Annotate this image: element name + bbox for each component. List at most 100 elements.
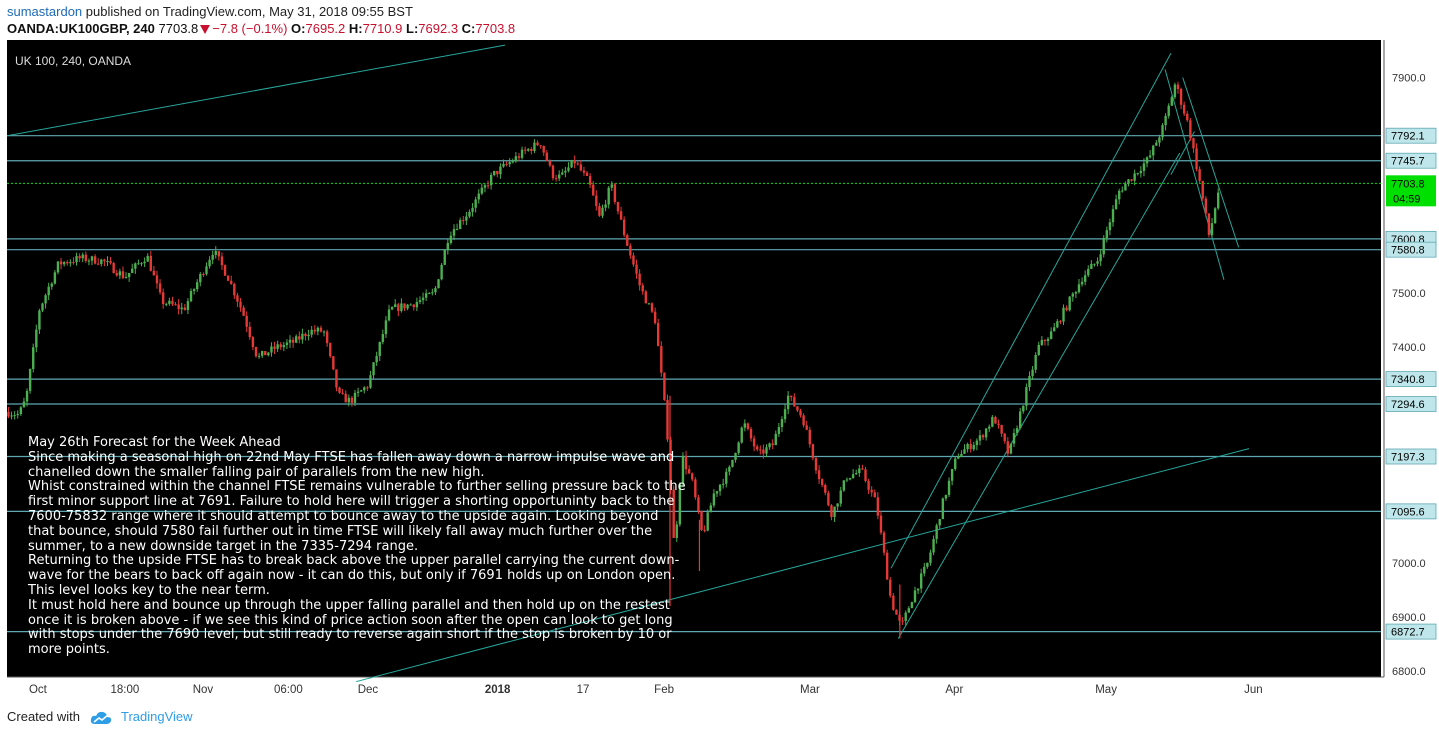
candle-body xyxy=(137,263,140,265)
candle-body xyxy=(539,145,542,147)
candle-body xyxy=(796,406,799,411)
candle-body xyxy=(406,304,409,309)
candle-body xyxy=(421,297,425,301)
candle-body xyxy=(1099,254,1102,262)
candle-body xyxy=(288,339,292,343)
candle-body xyxy=(598,205,601,216)
author-link[interactable]: sumastardon xyxy=(7,4,83,19)
candle-body xyxy=(319,327,323,332)
candle-body xyxy=(1018,411,1022,429)
candle-body xyxy=(260,351,264,356)
annotation-line: It must hold here and bounce up through … xyxy=(28,597,677,658)
level-label: 6872.7 xyxy=(1391,627,1425,639)
candle-body xyxy=(72,262,75,264)
candle-body xyxy=(134,263,137,269)
candle-body xyxy=(641,285,644,292)
x-tick-label: Feb xyxy=(654,684,674,696)
candle-body xyxy=(963,449,966,454)
candle-body xyxy=(885,552,889,580)
candle-body xyxy=(418,300,422,303)
candle-body xyxy=(768,443,771,448)
candle-body xyxy=(468,211,471,217)
candle-body xyxy=(944,494,948,499)
trend-line xyxy=(356,448,1250,683)
candle-body xyxy=(1065,307,1068,311)
candle-body xyxy=(1037,344,1040,355)
candle-body xyxy=(647,303,651,305)
candle-body xyxy=(610,184,613,188)
candle-body xyxy=(1127,179,1130,184)
candle-body xyxy=(514,156,518,162)
candle-body xyxy=(230,280,233,284)
candle-body xyxy=(53,272,57,284)
candle-body xyxy=(10,415,13,417)
candle-body xyxy=(1155,142,1158,146)
candle-body xyxy=(824,484,827,493)
candle-body xyxy=(622,219,626,236)
x-tick-label: Jun xyxy=(1244,684,1263,696)
candle-body xyxy=(242,307,245,316)
candle-body xyxy=(1195,148,1198,170)
candle-body xyxy=(458,220,462,230)
candle-body xyxy=(861,468,864,470)
candle-body xyxy=(752,438,756,447)
candle-body xyxy=(106,261,109,263)
candle-body xyxy=(50,283,53,287)
last-price: 7703.8 xyxy=(158,21,199,36)
candle-body xyxy=(561,172,564,175)
candle-body xyxy=(907,608,911,613)
candle-body xyxy=(282,345,286,348)
candle-body xyxy=(1077,284,1081,293)
candle-body xyxy=(41,303,44,311)
candle-body xyxy=(947,480,951,495)
x-tick-label: 06:00 xyxy=(274,684,303,696)
candle-body xyxy=(728,466,731,472)
candle-body xyxy=(935,525,938,539)
candle-body xyxy=(991,416,994,427)
candle-body xyxy=(867,480,870,490)
price-chart[interactable]: UK 100, 240, OANDA 7900.0 7500.0 7400.0 7000… xyxy=(0,40,1439,699)
candle-body xyxy=(870,489,873,493)
candle-body xyxy=(595,195,598,206)
level-label-box xyxy=(1385,623,1437,640)
low-label: L: xyxy=(406,21,419,36)
down-triangle-icon xyxy=(200,25,211,34)
candle-body xyxy=(301,333,304,340)
candle-body xyxy=(93,256,97,264)
candle-body xyxy=(121,271,125,278)
candle-body xyxy=(811,444,815,459)
candle-body xyxy=(923,566,926,574)
candle-body xyxy=(697,497,700,511)
candle-body xyxy=(1108,222,1112,231)
candle-body xyxy=(332,356,335,370)
candle-body xyxy=(536,142,539,146)
candle-body xyxy=(740,427,743,443)
candle-body xyxy=(954,458,957,470)
candle-body xyxy=(1031,369,1034,376)
candle-body xyxy=(926,562,929,567)
candle-body xyxy=(1090,263,1093,269)
candle-body xyxy=(910,602,914,609)
candle-body xyxy=(1062,307,1065,322)
annotation-line: May 26th Forecast for the Week Ahead xyxy=(28,435,281,450)
candle-body xyxy=(657,322,660,347)
candle-body xyxy=(601,207,604,216)
candle-body xyxy=(1201,180,1204,199)
candle-body xyxy=(777,427,781,434)
tradingview-link[interactable]: TradingView xyxy=(121,709,193,724)
candle-body xyxy=(359,390,363,392)
candle-body xyxy=(87,260,91,262)
candle-body xyxy=(1130,179,1133,181)
candle-body xyxy=(100,259,103,264)
candle-body xyxy=(149,255,152,271)
candle-body xyxy=(858,468,861,474)
candle-body xyxy=(901,620,904,622)
candle-body xyxy=(554,178,558,180)
candle-body xyxy=(431,292,434,294)
candle-body xyxy=(592,184,595,196)
candle-body xyxy=(650,303,654,312)
candle-body xyxy=(1087,268,1090,276)
candle-body xyxy=(279,344,282,348)
candle-body xyxy=(325,331,329,344)
candle-body xyxy=(1049,331,1053,339)
